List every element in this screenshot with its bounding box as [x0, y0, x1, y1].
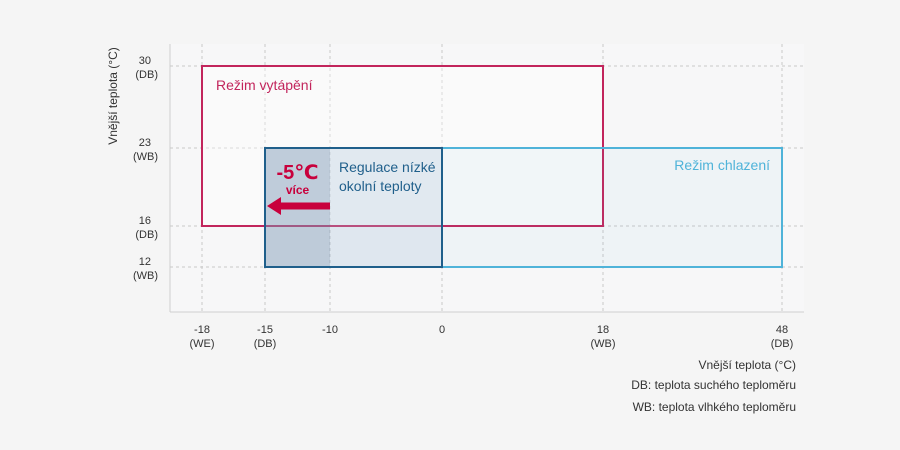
x-tick-sublabel: (DB) [771, 338, 794, 350]
x-tick-sublabel: (WB) [590, 338, 615, 350]
extension-arrow-head [267, 197, 281, 215]
cooling-range-label: Režim chlazení [674, 157, 770, 173]
y-tick-label: 12 [139, 256, 151, 268]
low-ambient-range-label: okolní teploty [339, 178, 422, 194]
y-tick-sublabel: (WB) [133, 270, 158, 282]
extension-sub-label: více [286, 183, 310, 197]
x-tick-labels: -18 (WE) -15 (DB) -10 0 18 (WB) 48 (DB) [189, 324, 793, 350]
low-ambient-range-label: Regulace nízké [339, 159, 436, 175]
y-tick-label: 23 [139, 137, 151, 149]
x-tick-label: 48 [776, 324, 788, 336]
y-tick-sublabel: (DB) [135, 229, 158, 241]
note-wb: WB: teplota vlhkého teploměru [633, 400, 796, 414]
low-ambient-range-box [264, 147, 443, 268]
y-tick-label: 16 [139, 215, 151, 227]
x-tick-label: -10 [322, 324, 338, 336]
x-axis-label: Vnější teplota (°C) [698, 358, 796, 372]
heating-range-label: Režim vytápění [216, 77, 313, 93]
x-tick-label: 18 [597, 324, 609, 336]
y-tick-labels: 30 (DB) 23 (WB) 16 (DB) 12 (WB) [133, 55, 158, 282]
heating-range-box [201, 65, 604, 227]
y-axis-label: Vnější teplota (°C) [106, 47, 120, 145]
y-tick-label: 30 [139, 55, 151, 67]
x-tick-label: -15 [257, 324, 273, 336]
y-tick-sublabel: (WB) [133, 151, 158, 163]
x-tick-label: -18 [194, 324, 210, 336]
extension-arrow-shaft [279, 202, 330, 210]
cooling-range-box [441, 147, 783, 268]
x-tick-sublabel: (WE) [189, 338, 214, 350]
range-boxes: Režim vytápění Režim chlazení Regulace níz… [201, 65, 783, 268]
y-tick-sublabel: (DB) [135, 69, 158, 81]
extension-value-label: -5℃ [276, 162, 318, 184]
note-db: DB: teplota suchého teploměru [631, 378, 796, 392]
x-tick-sublabel: (DB) [254, 338, 277, 350]
x-tick-label: 0 [439, 324, 445, 336]
